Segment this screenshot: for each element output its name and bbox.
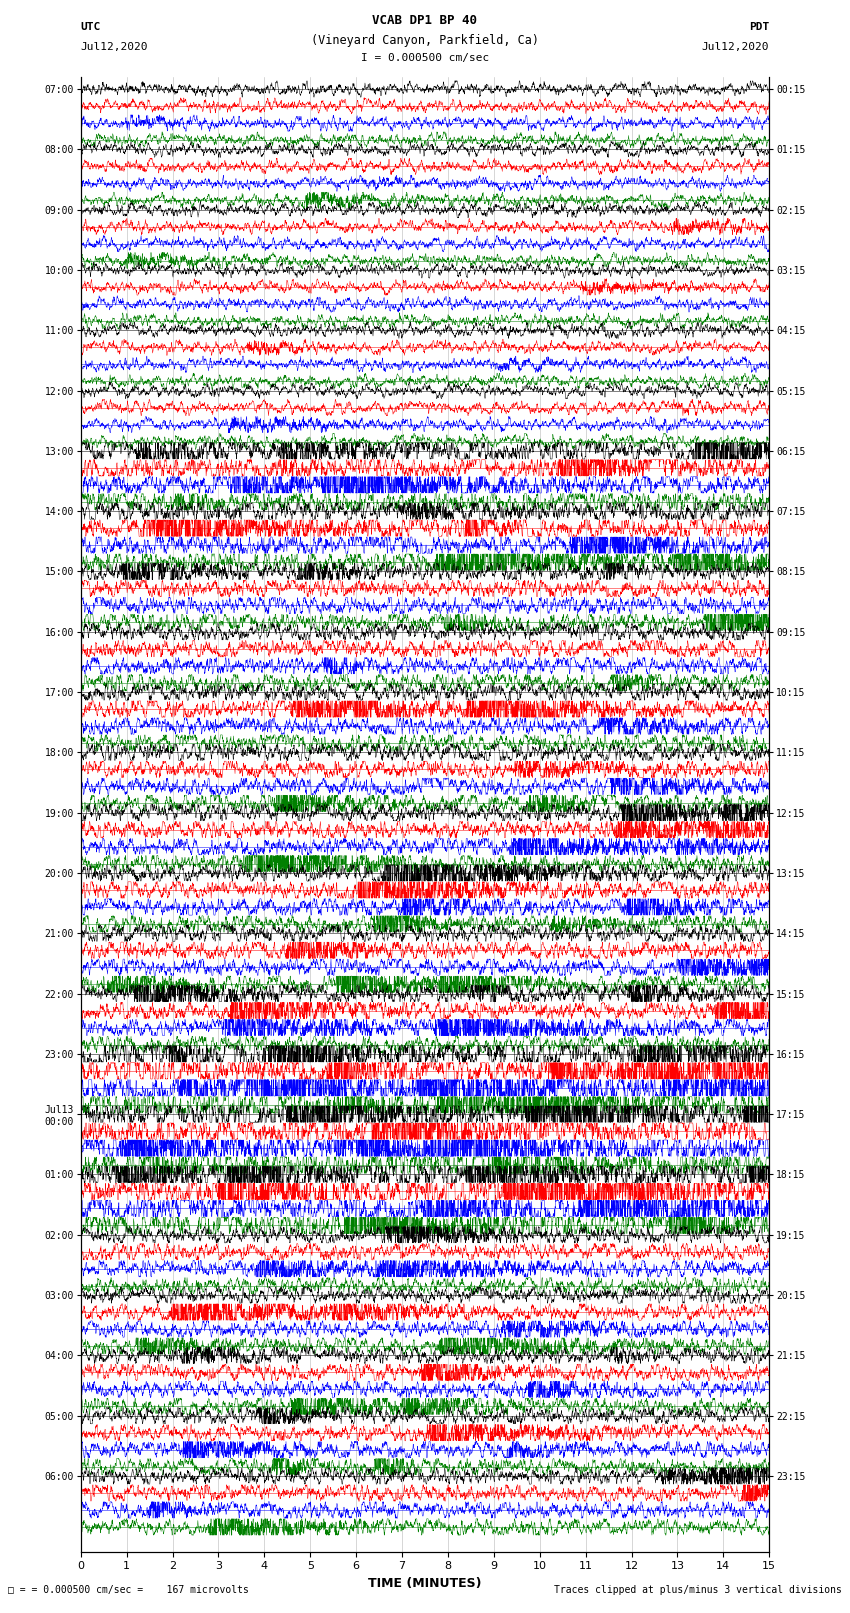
Text: □ = = 0.000500 cm/sec =    167 microvolts: □ = = 0.000500 cm/sec = 167 microvolts: [8, 1586, 249, 1595]
Text: VCAB DP1 BP 40: VCAB DP1 BP 40: [372, 15, 478, 27]
Text: PDT: PDT: [749, 23, 769, 32]
Text: (Vineyard Canyon, Parkfield, Ca): (Vineyard Canyon, Parkfield, Ca): [311, 34, 539, 47]
Text: I = 0.000500 cm/sec: I = 0.000500 cm/sec: [361, 53, 489, 63]
X-axis label: TIME (MINUTES): TIME (MINUTES): [368, 1578, 482, 1590]
Text: Jul12,2020: Jul12,2020: [702, 42, 769, 52]
Text: Traces clipped at plus/minus 3 vertical divisions: Traces clipped at plus/minus 3 vertical …: [553, 1586, 842, 1595]
Text: UTC: UTC: [81, 23, 101, 32]
Text: Jul12,2020: Jul12,2020: [81, 42, 148, 52]
